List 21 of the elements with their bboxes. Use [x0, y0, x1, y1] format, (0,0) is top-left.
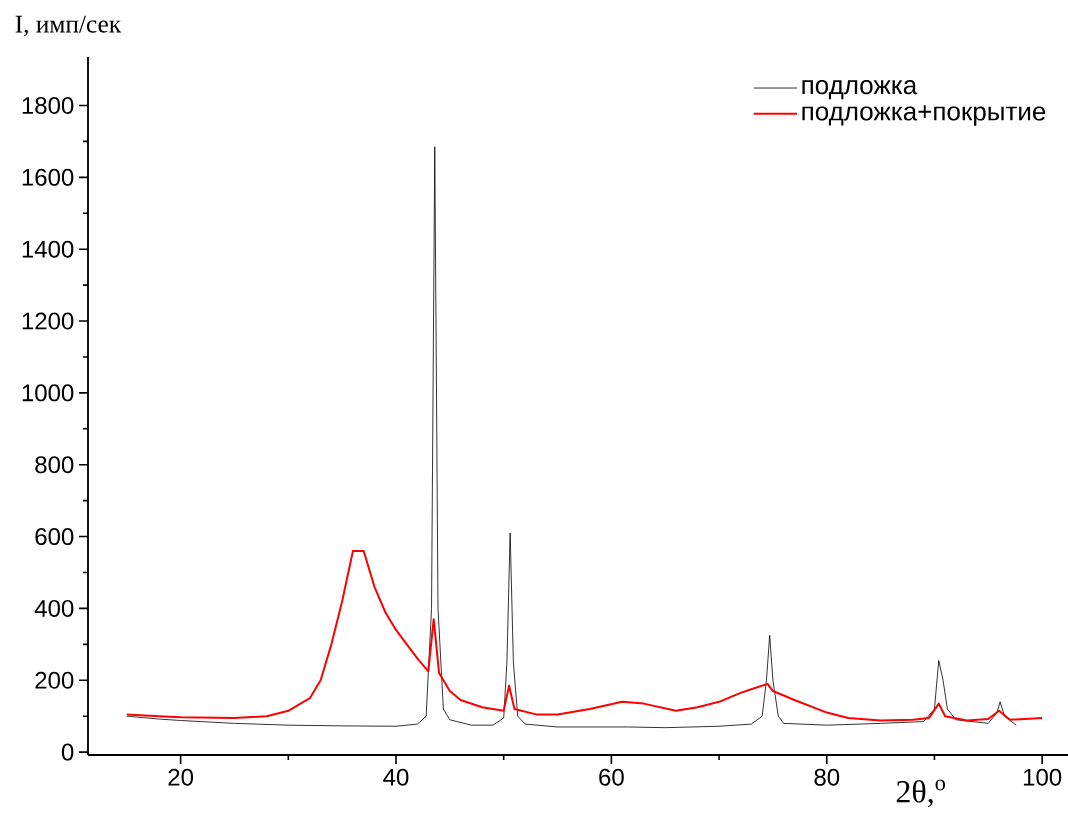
legend-label: подложка — [802, 80, 918, 100]
y-tick-label: 1000 — [22, 384, 74, 402]
y-tick-label: 1600 — [22, 168, 74, 186]
y-tick-label: 1200 — [22, 312, 74, 330]
legend-label: подложка+покрытие — [802, 105, 1046, 126]
y-tick-label: 200 — [35, 671, 74, 689]
x-tick-label: 60 — [599, 768, 624, 786]
x-axis-title: 2θ,$^{o}$ — [896, 779, 946, 808]
y-tick-label: 0 — [61, 743, 74, 761]
x-tick-label: 40 — [383, 768, 409, 786]
y-tick-label: 600 — [35, 528, 74, 546]
line-series — [126, 146, 1017, 729]
x-tick-label: 100 — [1023, 768, 1062, 786]
y-tick-label: 1400 — [22, 240, 74, 258]
x-tick-label: 80 — [814, 768, 840, 786]
y-tick-label: 400 — [34, 599, 74, 617]
y-tick-label: 1800 — [22, 96, 74, 114]
y-tick-label: 800 — [35, 456, 74, 474]
y-axis-title: I, имп/сек — [15, 15, 122, 37]
x-tick-label: 20 — [168, 768, 194, 786]
line-series — [125, 549, 1044, 722]
